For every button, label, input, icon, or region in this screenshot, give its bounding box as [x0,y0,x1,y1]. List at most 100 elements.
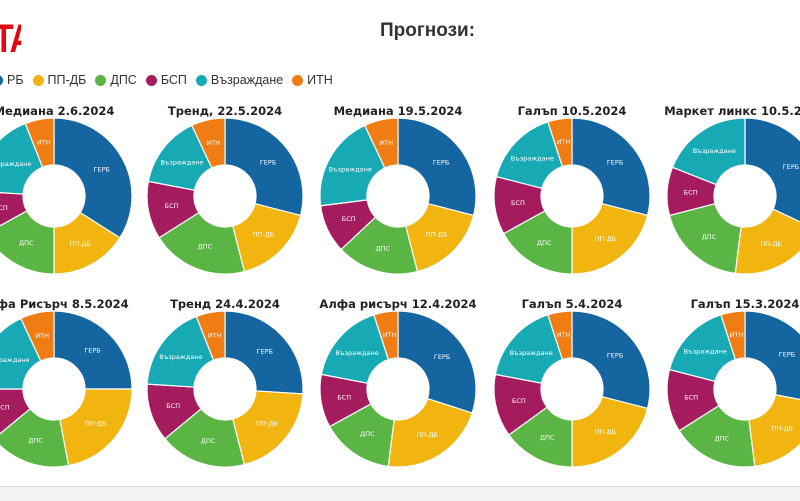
donut-chart: ГЕРБ ПП-ДБ ДПС БСП Възраждане ИТН [493,310,651,468]
chart-title: Галъп 5.4.2024 [521,297,623,311]
slice-gerb[interactable] [53,310,133,390]
slice-label-vazrazhdane: Възраждане [511,155,554,163]
slice-itn[interactable] [547,310,573,361]
slice-label-dps: ДПС [715,434,730,442]
slice-label-itn: ИТН [379,139,393,147]
slice-itn[interactable] [373,310,399,361]
slice-pp-db[interactable] [571,395,649,468]
donut-chart: ГЕРБ ПП-ДБ ДПС БСП Възраждане ИТН [146,310,304,468]
slice-label-itn: ИТН [206,139,220,147]
chart-legend: РБ ПП-ДБ ДПС БСП Възраждане ИТН [0,72,342,88]
legend-item-dps[interactable]: ДПС [95,73,137,87]
slice-vazrazhdane[interactable] [319,124,386,207]
slice-dps[interactable] [0,210,55,275]
slice-label-pp-db: ПП-ДБ [771,425,793,433]
slice-itn[interactable] [547,117,573,168]
legend-item-bsp[interactable]: БСП [145,73,187,87]
slice-gerb[interactable] [224,310,304,395]
slice-pp-db[interactable] [59,388,133,467]
slice-label-pp-db: ПП-ДБ [595,235,617,243]
slice-pp-db[interactable] [734,208,800,275]
slice-bsp[interactable] [0,191,28,233]
slice-label-gerb: ГЕРБ [260,159,276,167]
slice-label-bsp: БСП [166,402,180,410]
slice-label-itn: ИТН [37,138,51,146]
slice-gerb[interactable] [571,117,651,217]
poll-panel: Галъп 15.3.2024 ГЕРБ ПП-ДБ ДПС БСП Възраждан… [657,297,800,489]
slice-label-vazrazhdane: Възраждане [0,160,32,168]
slice-pp-db[interactable] [571,202,649,275]
slice-pp-db[interactable] [231,390,304,466]
slice-label-vazrazhdane: Възраждане [0,356,30,364]
slice-label-itn: ИТН [557,138,571,146]
legend-item-pp-db[interactable]: ПП-ДБ [32,73,86,87]
slice-itn[interactable] [190,117,226,169]
slice-label-bsp: БСП [0,204,8,212]
slice-label-vazrazhdane: Възраждане [336,349,379,357]
poll-panel: Галъп 5.4.2024 ГЕРБ ПП-ДБ ДПС БСП Възраждане… [484,297,660,489]
legend-swatch-icon [292,74,304,86]
chart-title: Алфа рисърч 12.4.2024 [319,297,477,311]
slice-itn[interactable] [19,310,55,362]
slice-label-gerb: ГЕРБ [433,159,449,167]
slice-gerb[interactable] [744,117,800,229]
slice-label-itn: ИТН [383,331,397,339]
slice-label-dps: ДПС [198,243,213,251]
slice-label-gerb: ГЕРБ [434,353,450,361]
slice-dps[interactable] [0,407,70,468]
slice-label-bsp: БСП [511,199,525,207]
slice-itn[interactable] [195,310,226,361]
legend-label: ИТН [307,73,333,87]
page-title: Прогнози: [379,20,476,41]
slice-itn[interactable] [363,117,399,169]
slice-pp-db[interactable] [748,394,800,468]
legend-label: ДПС [110,73,137,87]
chart-title: Тренд, 22.5.2024 [167,104,283,118]
poll-panel: Тренд, 22.5.2024 ГЕРБ ПП-ДБ ДПС БСП Възражда… [137,104,313,296]
slice-gerb[interactable] [744,310,800,404]
chart-title: Тренд 24.4.2024 [170,297,280,311]
slice-label-itn: ИТН [35,332,49,340]
legend-item-vazrazhdane[interactable]: Възраждане [195,73,284,87]
slice-gerb[interactable] [397,117,477,217]
slice-label-dps: ДПС [537,239,552,247]
donut-chart: ГЕРБ ПП-ДБ ДПС БСП Възраждане ИТН [0,310,133,468]
slice-itn[interactable] [24,117,55,168]
donut-chart: ГЕРБ ПП-ДБ ДПС БСП Възраждане ИТН [0,117,133,275]
poll-panel: Алфа рисърч 12.4.2024 ГЕРБ ПП-ДБ ДПС БСП Въз… [310,297,486,489]
slice-label-dps: ДПС [376,244,391,252]
slice-vazrazhdane[interactable] [671,117,746,186]
chart-title: Медиана 2.6.2024 [0,104,115,118]
slice-gerb[interactable] [571,310,651,410]
chart-title: Галъп 15.3.2024 [690,297,800,311]
slice-gerb[interactable] [224,117,304,217]
donut-chart: ГЕРБ ПП-ДБ ДПС БСП Възраждане [666,117,800,275]
site-logo[interactable]: TA [0,18,21,60]
slice-label-bsp: БСП [342,215,356,223]
slice-label-itn: ИТН [557,331,571,339]
slice-label-gerb: ГЕРБ [607,159,623,167]
slice-label-vazrazhdane: Възраждане [693,147,736,155]
slice-dps[interactable] [158,211,246,275]
slice-bsp[interactable] [0,388,31,439]
slice-pp-db[interactable] [387,397,473,468]
slice-dps[interactable] [668,202,742,275]
slice-label-vazrazhdane: Възраждане [160,159,203,167]
slice-label-vazrazhdane: Възраждане [159,353,202,361]
legend-label: Възраждане [210,73,284,87]
slice-gerb[interactable] [397,310,477,414]
legend-item-gerb[interactable]: РБ [0,73,24,87]
slice-label-bsp: БСП [0,403,10,411]
legend-swatch-icon [195,74,207,86]
slice-itn[interactable] [720,310,746,361]
slice-label-vazrazhdane: Възраждане [684,348,727,356]
donut-chart: ГЕРБ ПП-ДБ ДПС БСП Възраждане ИТН [319,310,477,468]
slice-label-bsp: БСП [337,394,351,402]
slice-label-pp-db: ПП-ДБ [69,240,91,248]
slice-gerb[interactable] [53,117,133,239]
donut-chart: ГЕРБ ПП-ДБ ДПС БСП Възраждане ИТН [146,117,304,275]
slice-label-dps: ДПС [540,434,555,442]
legend-swatch-icon [145,74,157,86]
legend-item-itn[interactable]: ИТН [292,73,333,87]
slice-label-gerb: ГЕРБ [607,352,623,360]
